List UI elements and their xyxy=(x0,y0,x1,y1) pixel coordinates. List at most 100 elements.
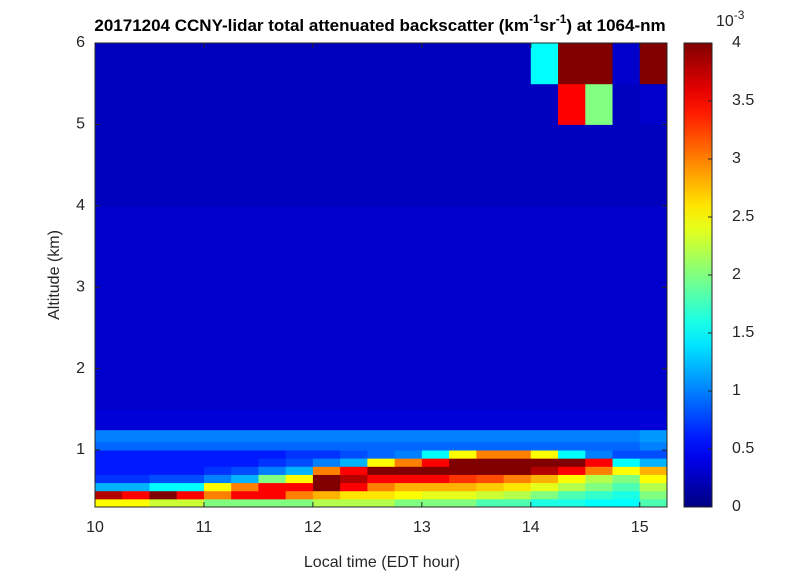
heatmap-cell xyxy=(394,466,423,475)
heatmap-cell xyxy=(340,83,368,125)
heatmap-cell xyxy=(394,368,423,410)
heatmap-cell xyxy=(95,43,123,85)
heatmap-cell xyxy=(394,498,423,508)
heatmap-cell xyxy=(476,124,505,207)
heatmap-cell xyxy=(585,287,614,370)
heatmap-cell xyxy=(367,409,396,431)
heatmap-cell xyxy=(122,368,150,410)
chart-title: 20171204 CCNY-lidar total attenuated bac… xyxy=(94,12,665,35)
heatmap-cell xyxy=(612,368,641,410)
heatmap-cell xyxy=(285,458,314,467)
heatmap-cell xyxy=(122,458,150,467)
heatmap-cell xyxy=(367,429,396,443)
heatmap-cell xyxy=(449,287,477,370)
heatmap-cell xyxy=(612,43,641,85)
heatmap-cell xyxy=(558,368,586,410)
heatmap-cell xyxy=(585,83,614,125)
heatmap-cell xyxy=(95,474,123,484)
heatmap-cell xyxy=(394,441,423,451)
heatmap-cell xyxy=(503,490,532,500)
heatmap-cell xyxy=(231,490,259,500)
heatmap-cell xyxy=(421,482,450,492)
heatmap-cell xyxy=(340,429,368,443)
heatmap-cell xyxy=(394,429,423,443)
heatmap-cell xyxy=(476,450,505,459)
colorbar-tick-label: 0.5 xyxy=(732,440,754,457)
heatmap-cell xyxy=(176,490,205,500)
heatmap-cell xyxy=(312,498,341,508)
heatmap-cell xyxy=(421,474,450,484)
colorbar-tick-label: 0 xyxy=(732,498,741,515)
heatmap-cell xyxy=(530,368,559,410)
x-tick-label: 11 xyxy=(196,519,213,536)
heatmap-cell xyxy=(312,458,341,467)
heatmap-cell xyxy=(421,409,450,431)
heatmap-cell xyxy=(312,409,341,431)
heatmap-cell xyxy=(176,43,205,85)
heatmap-cell xyxy=(503,205,532,288)
heatmap-cell xyxy=(639,450,668,459)
heatmap-cell xyxy=(585,441,614,451)
heatmap-cell xyxy=(585,450,614,459)
x-tick-label: 10 xyxy=(86,519,104,536)
heatmap-cell xyxy=(95,498,123,508)
heatmap-cell xyxy=(503,43,532,85)
heatmap-cell xyxy=(558,124,586,207)
heatmap-cell xyxy=(530,287,559,370)
heatmap-cell xyxy=(122,205,150,288)
heatmap-cell xyxy=(639,287,668,370)
heatmap-cell xyxy=(122,124,150,207)
heatmap-cell xyxy=(503,429,532,443)
heatmap-cell xyxy=(476,482,505,492)
heatmap-cell xyxy=(639,83,668,125)
heatmap-cell xyxy=(122,450,150,459)
heatmap-cell xyxy=(203,474,232,484)
colorbar-tick-label: 3.5 xyxy=(732,92,754,109)
heatmap-cell xyxy=(231,83,259,125)
heatmap-cell xyxy=(367,205,396,288)
heatmap-cell xyxy=(639,498,668,508)
heatmap-cell xyxy=(612,409,641,431)
heatmap-cell xyxy=(312,429,341,443)
heatmap-cell xyxy=(258,43,287,85)
heatmap-cell xyxy=(367,458,396,467)
heatmap-cell xyxy=(203,124,232,207)
y-axis-label: Altitude (km) xyxy=(46,230,63,320)
x-tick-label: 13 xyxy=(413,519,431,536)
heatmap-cell xyxy=(312,43,341,85)
heatmap-cell xyxy=(612,482,641,492)
heatmap-cell xyxy=(367,450,396,459)
x-axis-label: Local time (EDT hour) xyxy=(304,554,460,571)
heatmap-cell xyxy=(476,409,505,431)
heatmap-cell xyxy=(449,474,477,484)
heatmap-cell xyxy=(312,441,341,451)
heatmap-cell xyxy=(149,482,178,492)
y-tick-label: 4 xyxy=(76,197,85,214)
heatmap-cell xyxy=(639,441,668,451)
heatmap-cell xyxy=(258,83,287,125)
heatmap-cell xyxy=(340,409,368,431)
heatmap-cell xyxy=(122,409,150,431)
heatmap-cell xyxy=(585,43,614,85)
heatmap-cell xyxy=(503,441,532,451)
heatmap-cell xyxy=(231,43,259,85)
heatmap-cell xyxy=(639,43,668,85)
heatmap-cell xyxy=(449,368,477,410)
heatmap-cell xyxy=(639,458,668,467)
heatmap-cell xyxy=(176,498,205,508)
heatmap-cell xyxy=(612,498,641,508)
heatmap-cell xyxy=(285,205,314,288)
heatmap-cell xyxy=(203,287,232,370)
heatmap-cell xyxy=(258,458,287,467)
heatmap-cell xyxy=(585,498,614,508)
colorbar xyxy=(684,43,712,507)
heatmap-cell xyxy=(231,466,259,475)
heatmap-cell xyxy=(449,124,477,207)
heatmap-cell xyxy=(394,205,423,288)
heatmap-cell xyxy=(231,450,259,459)
heatmap-cell xyxy=(312,490,341,500)
heatmap-cell xyxy=(176,450,205,459)
heatmap-cell xyxy=(312,205,341,288)
heatmap-cell xyxy=(95,205,123,288)
